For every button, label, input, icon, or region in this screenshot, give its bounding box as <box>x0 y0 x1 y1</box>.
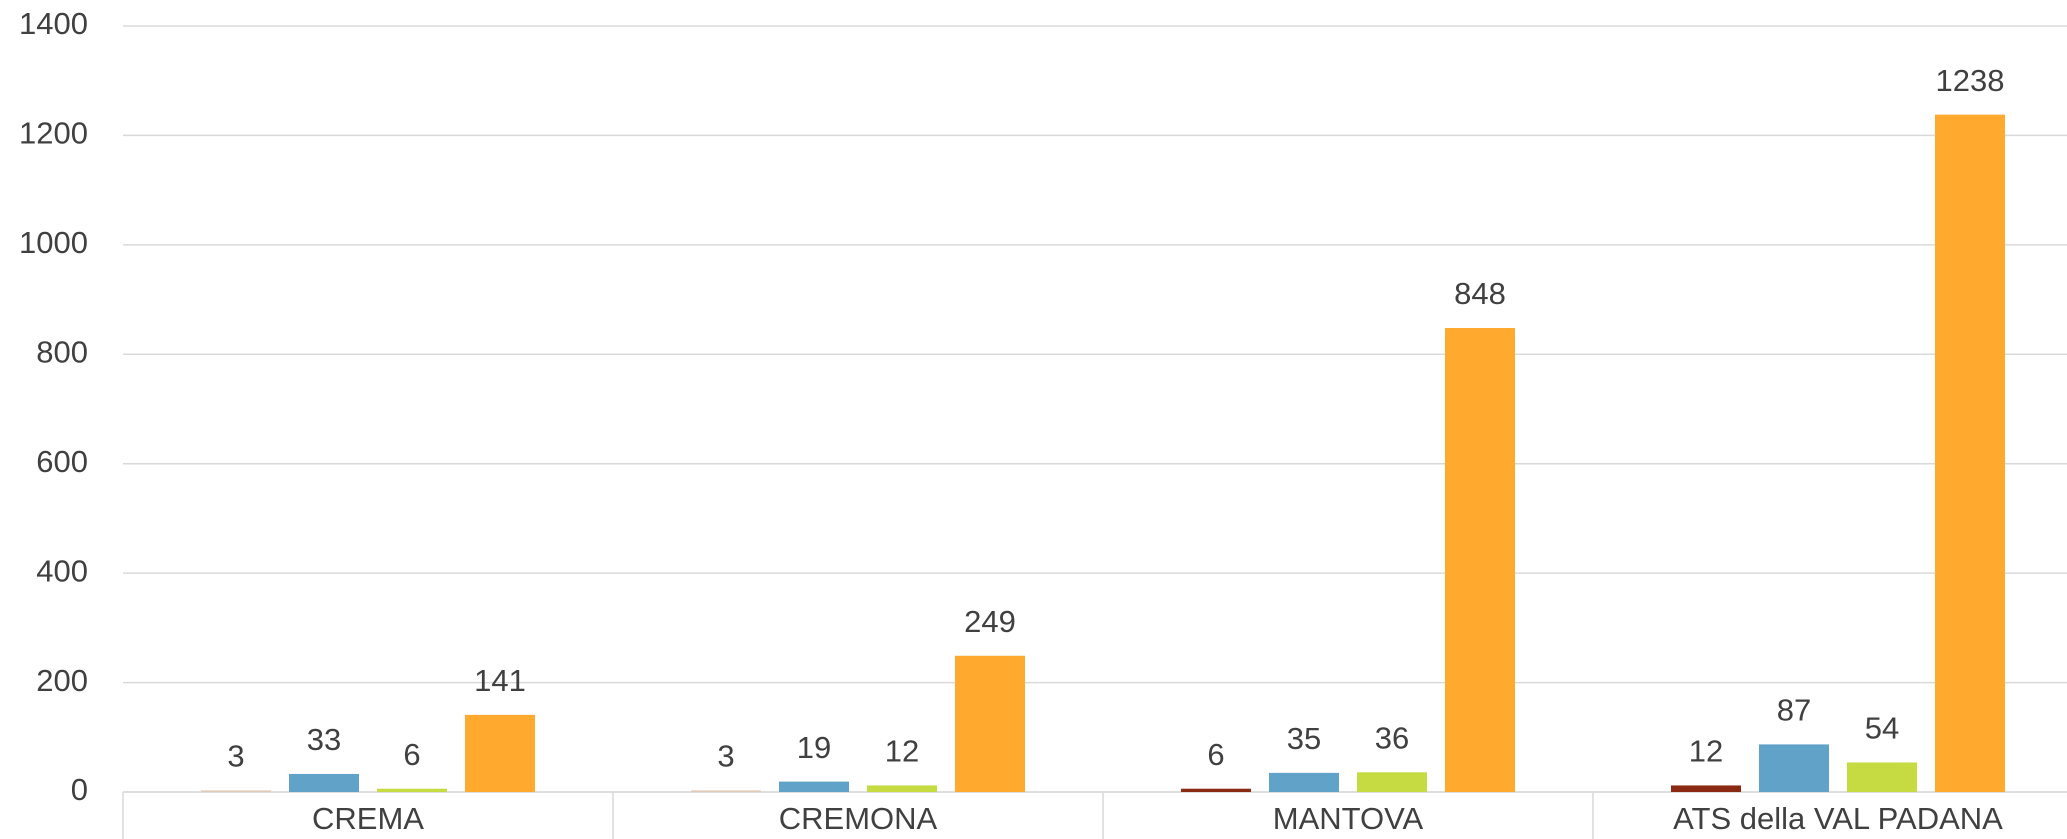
data-label: 848 <box>1454 276 1506 311</box>
bar <box>465 714 535 792</box>
bar <box>1671 785 1741 792</box>
data-label: 1238 <box>1936 63 2005 98</box>
data-label: 12 <box>885 734 919 769</box>
data-label: 33 <box>307 722 341 757</box>
bar <box>1759 744 1829 792</box>
y-tick-label: 200 <box>36 663 88 698</box>
bar <box>377 788 447 792</box>
data-label: 19 <box>797 730 831 765</box>
data-label: 35 <box>1287 721 1321 756</box>
data-label: 36 <box>1375 720 1409 755</box>
y-tick-label: 1400 <box>19 6 88 41</box>
data-label: 12 <box>1689 734 1723 769</box>
bar <box>1181 788 1251 792</box>
data-label: 249 <box>964 604 1016 639</box>
y-tick-label: 1200 <box>19 116 88 151</box>
data-label: 3 <box>717 739 734 774</box>
x-tick-label: ATS della VAL PADANA <box>1673 801 2003 836</box>
bar <box>1445 328 1515 792</box>
data-label: 6 <box>1207 737 1224 772</box>
data-label: 3 <box>227 739 244 774</box>
data-label: 54 <box>1865 711 1899 746</box>
data-label: 87 <box>1777 693 1811 728</box>
y-tick-label: 1000 <box>19 225 88 260</box>
bar <box>201 790 271 792</box>
bar <box>1847 762 1917 792</box>
x-tick-label: CREMONA <box>779 801 938 836</box>
bar <box>691 790 761 792</box>
y-tick-label: 0 <box>71 772 88 807</box>
y-tick-label: 800 <box>36 334 88 369</box>
y-tick-label: 600 <box>36 444 88 479</box>
bar <box>289 773 359 792</box>
bar <box>955 655 1025 792</box>
bar <box>1269 772 1339 792</box>
x-tick-label: CREMA <box>312 801 424 836</box>
x-tick-label: MANTOVA <box>1273 801 1424 836</box>
bar <box>1935 114 2005 792</box>
data-label: 6 <box>403 737 420 772</box>
data-label: 141 <box>474 663 526 698</box>
bar <box>867 785 937 792</box>
bar <box>1357 772 1427 792</box>
bar <box>779 781 849 792</box>
y-tick-label: 400 <box>36 553 88 588</box>
